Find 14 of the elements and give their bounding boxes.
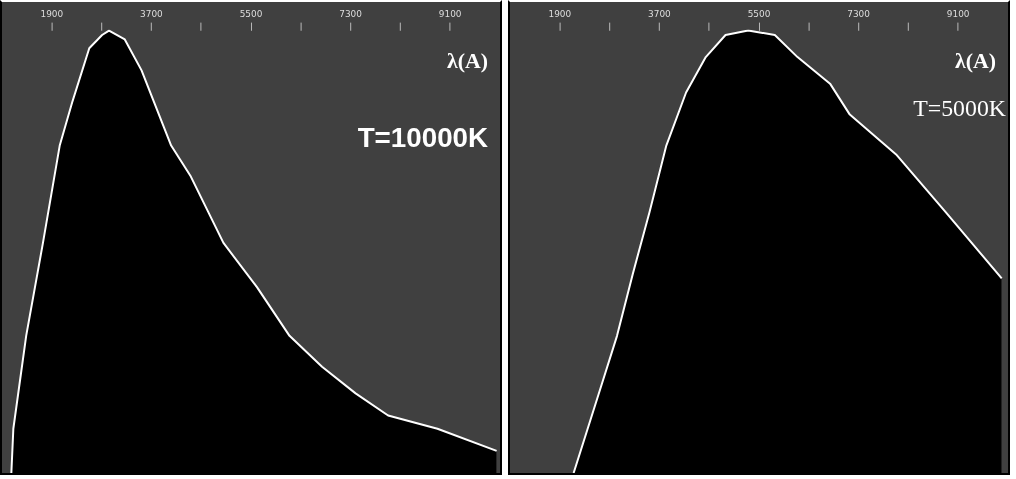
x-tick-label: 9100 xyxy=(438,8,462,19)
x-tick-label: 5500 xyxy=(239,8,263,19)
x-tick-label: 7300 xyxy=(847,8,871,19)
x-axis-title: λ(A) xyxy=(447,48,489,73)
x-tick-label: 1900 xyxy=(548,8,572,19)
x-tick-label: 5500 xyxy=(747,8,771,19)
x-axis-title: λ(A) xyxy=(955,48,997,73)
x-tick-label: 3700 xyxy=(648,8,672,19)
x-tick-label: 1900 xyxy=(40,8,64,19)
x-tick-label: 7300 xyxy=(339,8,363,19)
annotation: T=5000K xyxy=(913,95,1007,122)
x-tick-label: 9100 xyxy=(946,8,970,19)
annotation: T=10000K xyxy=(357,122,489,154)
x-tick-label: 3700 xyxy=(140,8,164,19)
